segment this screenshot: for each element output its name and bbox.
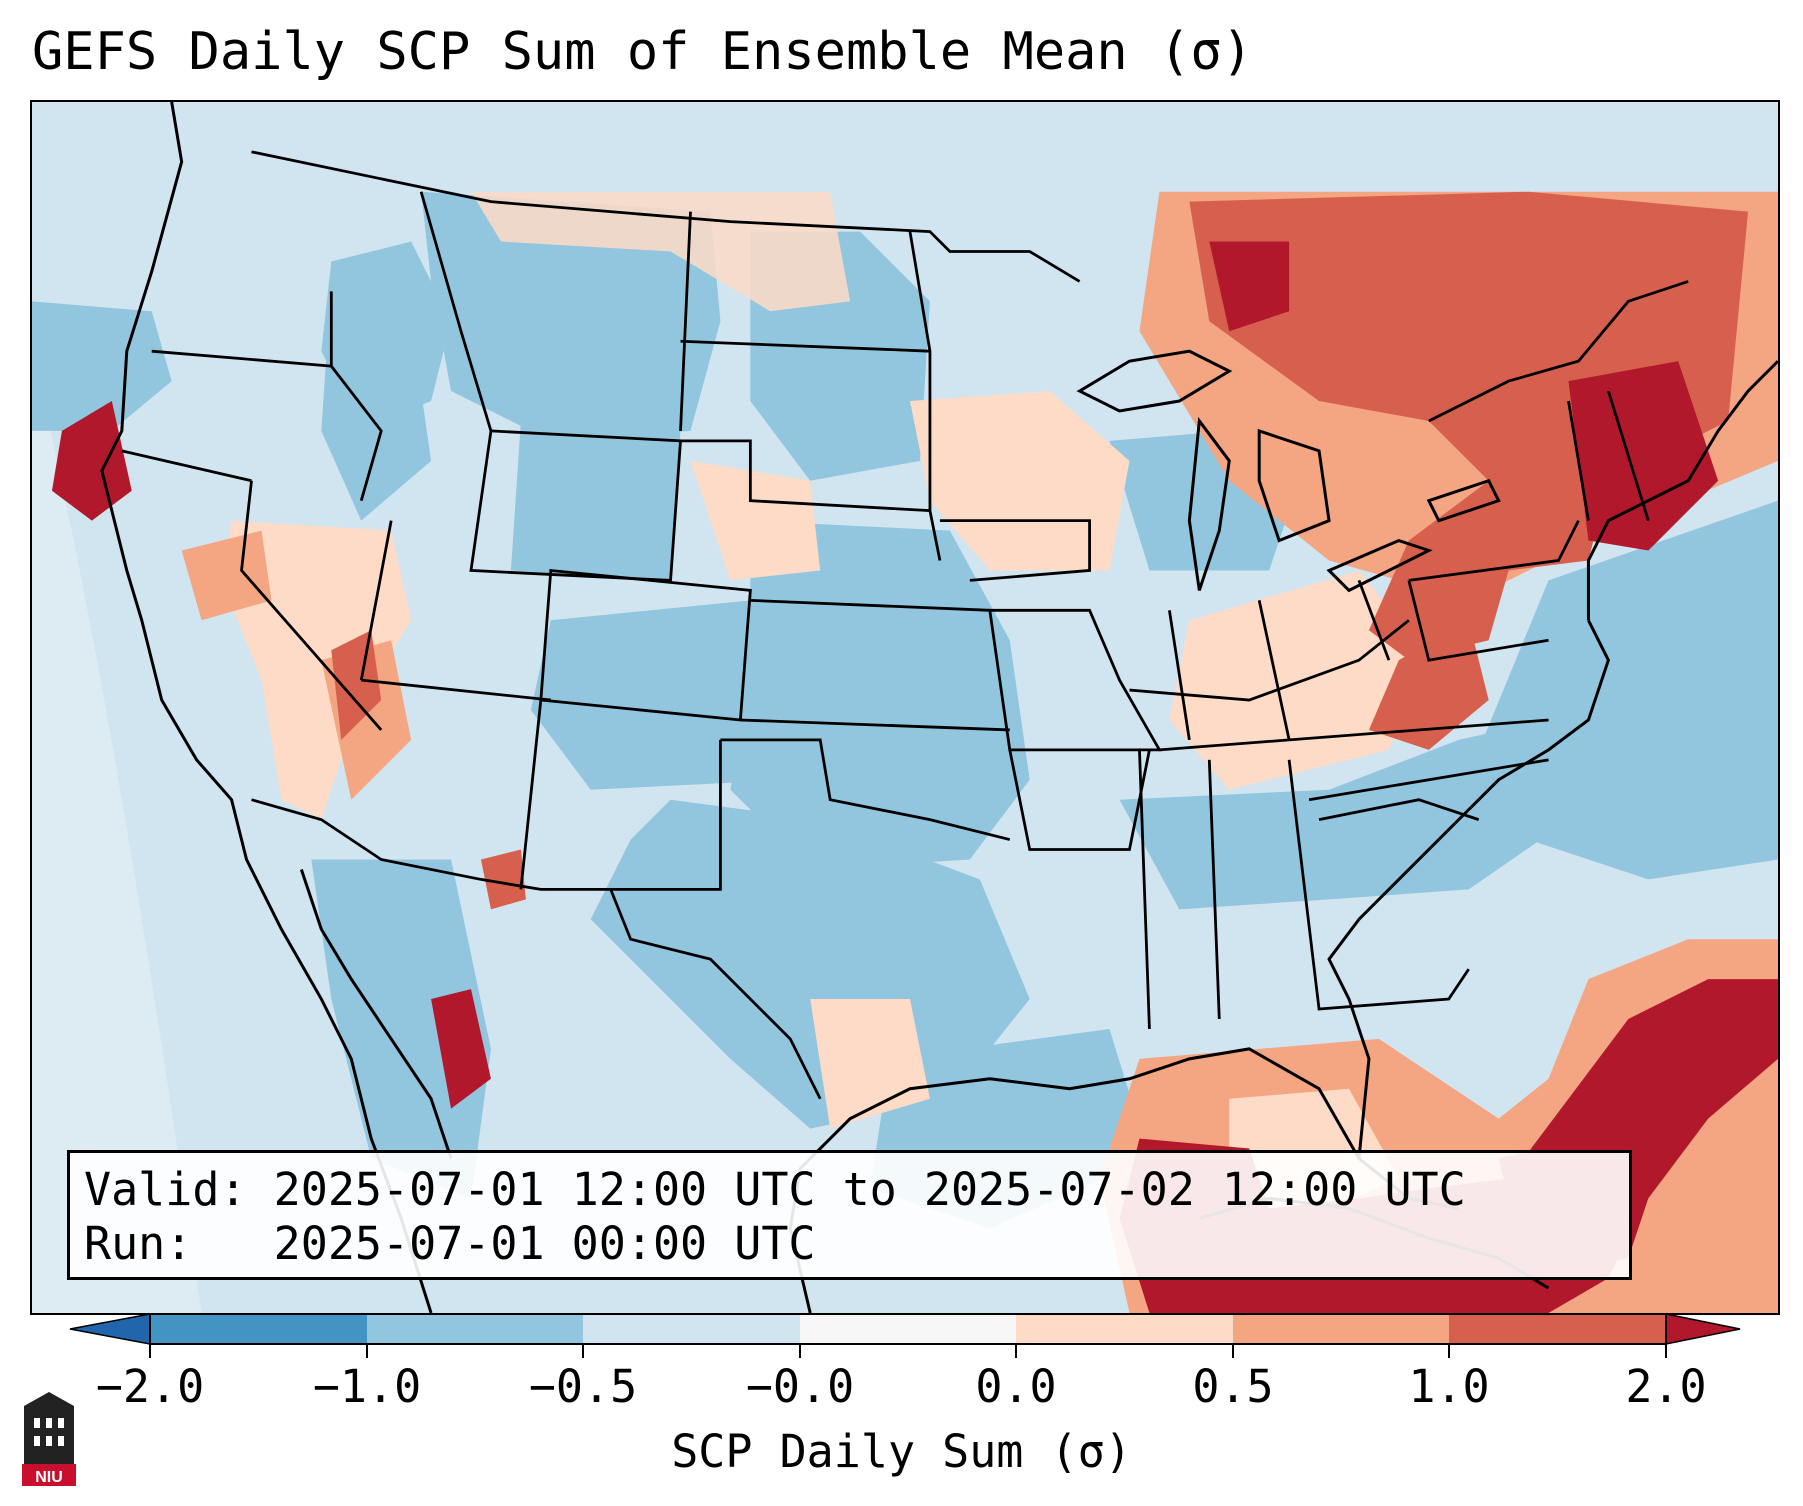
- border-il-in-oh: [1168, 579, 1391, 741]
- border-sd-ne: [680, 439, 931, 513]
- colorbar-tick-label: 0.0: [975, 1360, 1057, 1413]
- colorbar-tick-label: 2.0: [1625, 1360, 1707, 1413]
- political-borders: [121, 150, 1689, 1100]
- logo-tower-body: [24, 1406, 74, 1464]
- great-lakes-ontario: [1426, 478, 1501, 523]
- coastlines: [100, 102, 1778, 1313]
- colorbar-over-arrow: [1665, 1313, 1741, 1345]
- run-time: 2025-07-01 00:00 UTC: [273, 1217, 816, 1270]
- border-nm-tx: [610, 739, 722, 891]
- coastline-florida: [1327, 619, 1611, 1159]
- pos-zone-sonora: [431, 989, 491, 1109]
- niu-logo-icon: NIU: [22, 1392, 76, 1486]
- border-ok-tx: [720, 738, 1011, 841]
- pos-zone-upper-midwest: [909, 391, 1130, 571]
- run-label: Run:: [84, 1217, 193, 1270]
- map-title: GEFS Daily SCP Sum of Ensemble Mean (σ): [32, 22, 1253, 82]
- valid-time-range: 2025-07-01 12:00 UTC to 2025-07-02 12:00…: [273, 1163, 1466, 1216]
- colorbar-tick-label: −1.0: [312, 1360, 422, 1413]
- colorbar-segment-2: [367, 1314, 583, 1344]
- border-mexico-us: [251, 798, 822, 1100]
- colorbar-tick-label: −0.0: [745, 1360, 855, 1413]
- border-tn-ky: [1159, 718, 1549, 752]
- pos-zone-california-coast: [51, 401, 132, 521]
- great-lakes-erie: [1326, 538, 1433, 593]
- border-ks-ok: [740, 718, 1010, 732]
- border-new-england: [1567, 390, 1650, 522]
- border-wy: [469, 429, 683, 582]
- colorbar-segment-5: [1016, 1314, 1233, 1344]
- pos-zone-west-virginia: [1368, 620, 1489, 750]
- pos-zone-nebraska: [690, 460, 821, 581]
- great-lakes-huron: [1257, 428, 1331, 543]
- colorbar-segment-3: [583, 1314, 800, 1344]
- pos-zone-ca-north: [181, 530, 272, 621]
- border-va-nc: [1308, 758, 1549, 802]
- border-or-ca: [121, 449, 252, 483]
- neg-zone-pnw-coast: [32, 301, 172, 431]
- neg-zone-mexico-west: [311, 859, 491, 1199]
- colorbar-tick-label: −2.0: [95, 1360, 205, 1413]
- border-mt-nd: [679, 211, 692, 431]
- colorbar-tick-label: −0.5: [528, 1360, 638, 1413]
- colorbar-tick-label: 1.0: [1408, 1360, 1490, 1413]
- colorbar-segment-1: [150, 1314, 367, 1344]
- pos-zone-nevada-core: [331, 630, 382, 740]
- valid-label: Valid:: [84, 1163, 247, 1216]
- colorbar-label: SCP Daily Sum (σ): [671, 1425, 1132, 1478]
- scp-field-map: [32, 102, 1778, 1313]
- neg-zone-atlantic: [1478, 500, 1778, 880]
- border-nv-ut: [359, 520, 393, 681]
- neg-zone-texas: [590, 799, 1030, 1129]
- border-dakotas-mn: [908, 231, 942, 561]
- valid-run-info-box: Valid: 2025-07-01 12:00 UTC to 2025-07-0…: [67, 1150, 1632, 1280]
- colorbar-outline: [149, 1313, 1667, 1345]
- border-ut-az: [361, 678, 551, 702]
- great-lakes-michigan: [1187, 416, 1231, 591]
- border-ky-oh: [1129, 619, 1410, 702]
- logo-tower-roof: [24, 1392, 74, 1406]
- border-id-west: [329, 291, 383, 502]
- border-canada-us: [251, 150, 1081, 283]
- colorbar-segment-6: [1233, 1314, 1449, 1344]
- border-mn-wi-ia: [939, 519, 1091, 582]
- neg-zone-montana: [421, 191, 721, 441]
- colorbar-tick-label: 0.5: [1192, 1360, 1274, 1413]
- border-mo: [988, 608, 1162, 752]
- pos-zone-new-mexico: [480, 849, 526, 910]
- border-ms-al: [1138, 749, 1221, 1029]
- coastline-atlantic: [1586, 360, 1778, 621]
- pos-zone-new-england: [1568, 361, 1719, 551]
- neg-zone-idaho: [321, 281, 432, 521]
- border-pa-ny: [1407, 519, 1580, 662]
- border-az-nm: [519, 699, 543, 890]
- border-nd-sd: [680, 339, 930, 353]
- border-id-mt: [419, 191, 493, 432]
- pos-zone-northeast-core: [1189, 191, 1749, 661]
- colorbar-segment-4: [800, 1314, 1016, 1344]
- great-lakes-superior: [1076, 349, 1233, 413]
- logo-banner: [22, 1464, 76, 1486]
- colorbar-tick-marks: [149, 1344, 1667, 1358]
- coastline-baja: [299, 868, 453, 1159]
- border-ne-ks: [750, 598, 990, 612]
- border-ar-la: [1008, 749, 1151, 851]
- border-ca-nv: [240, 480, 383, 731]
- map-panel[interactable]: [30, 100, 1780, 1315]
- colorbar-under-arrow: [69, 1313, 151, 1345]
- border-wa-or: [151, 349, 332, 368]
- colorbar: [69, 1313, 1741, 1358]
- coastline-pacific: [100, 102, 433, 1313]
- neg-zone-southeast: [1119, 719, 1599, 910]
- pos-zone-south-texas: [810, 999, 930, 1129]
- colorbar-segment-7: [1449, 1314, 1666, 1344]
- border-ga-fl: [1287, 759, 1470, 1011]
- border-nc-sc: [1318, 798, 1480, 821]
- pos-zone-ontario: [1209, 241, 1290, 332]
- neg-zone-wyoming: [510, 420, 681, 581]
- logo-text: NIU: [35, 1469, 63, 1486]
- pacific-region: [32, 351, 202, 1313]
- border-canada-east: [1428, 280, 1689, 423]
